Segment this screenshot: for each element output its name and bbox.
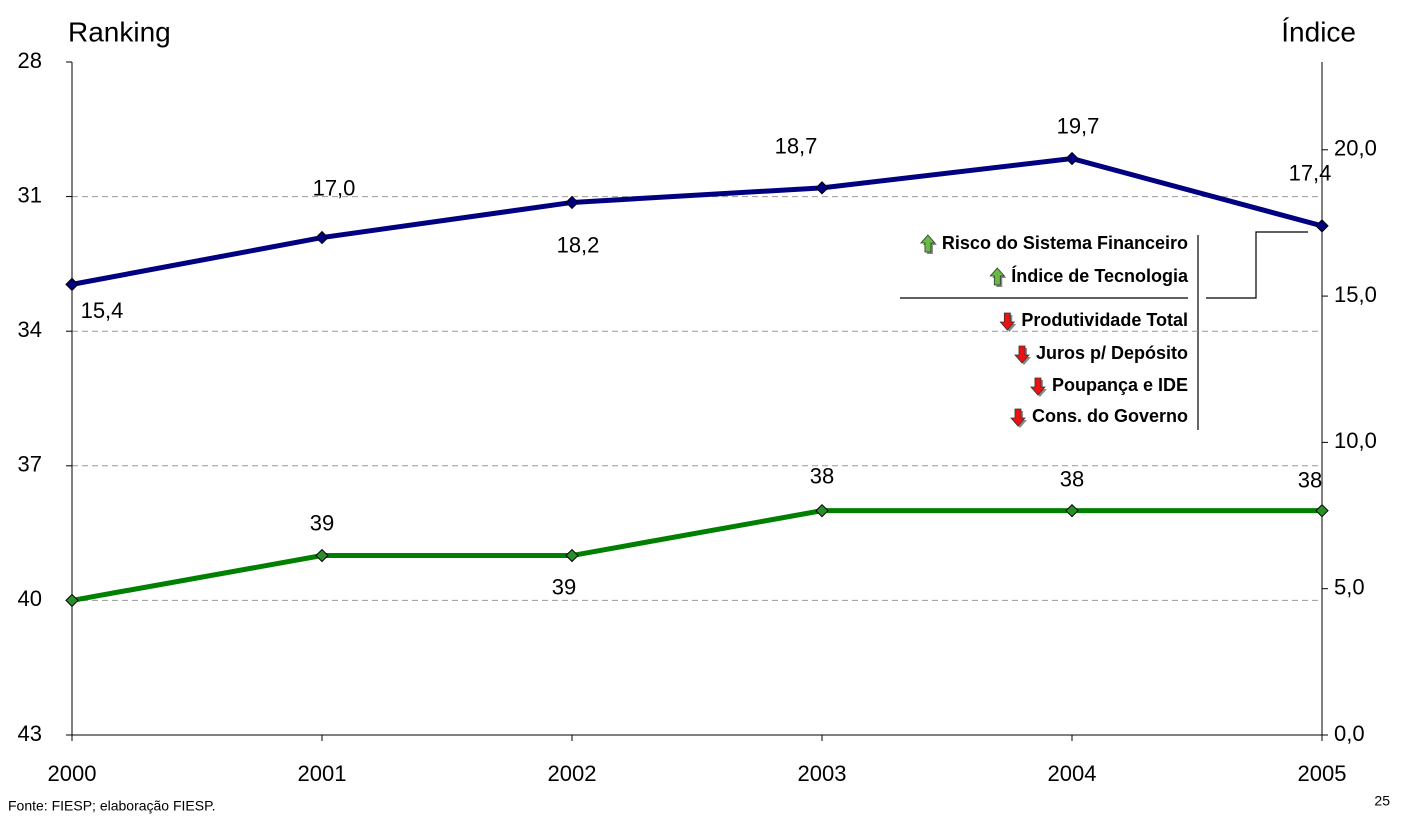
data-point: [565, 195, 579, 210]
annotation: Índice de Tecnologia: [1011, 265, 1189, 286]
data-label: 18,7: [775, 134, 818, 159]
data-label: 18,2: [557, 232, 600, 257]
annotation: Produtividade Total: [1021, 310, 1188, 330]
data-label: 39: [552, 574, 576, 599]
data-point: [815, 181, 829, 195]
data-label: 15,4: [81, 298, 124, 323]
data-point: [315, 548, 329, 563]
data-point: [315, 230, 329, 245]
x-tick-label: 2003: [798, 761, 847, 786]
y2-tick-label: 15,0: [1334, 282, 1377, 307]
arrow-down: [1014, 345, 1030, 364]
x-tick-label: 2001: [298, 761, 347, 786]
y-tick-label: 37: [18, 452, 42, 477]
source: Fonte: FIESP; elaboração FIESP.: [8, 798, 216, 814]
annotation-connector: [1206, 231, 1308, 299]
y2-tick-label: 0,0: [1334, 721, 1365, 746]
data-point: [1315, 503, 1329, 518]
data-point: [815, 503, 829, 518]
data-label: 19,7: [1057, 113, 1100, 138]
data-label: 38: [1298, 467, 1322, 492]
arrow-down: [1010, 408, 1026, 427]
data-label: 17,4: [1289, 161, 1332, 186]
arrow-up: [920, 234, 936, 253]
series-line: [71, 508, 1322, 603]
annotation: Risco do Sistema Financeiro: [942, 233, 1188, 253]
x-tick-label: 2004: [1048, 761, 1097, 786]
y-axis-title: Ranking: [68, 16, 171, 47]
y-tick-label: 28: [18, 48, 42, 73]
arrow-up: [989, 267, 1006, 286]
y2-tick-label: 5,0: [1334, 575, 1365, 600]
data-point: [65, 277, 79, 292]
arrow-down: [999, 312, 1016, 331]
data-label: 38: [810, 463, 834, 488]
series-line: [71, 156, 1323, 287]
x-tick-label: 2002: [548, 761, 597, 786]
annotation: Cons. do Governo: [1032, 406, 1188, 426]
data-point: [1065, 151, 1079, 166]
y-tick-label: 34: [18, 317, 42, 342]
y2-tick-label: 20,0: [1334, 136, 1377, 161]
data-point: [1315, 219, 1329, 233]
y2-axis-title: Índice: [1281, 16, 1356, 47]
annotation: Juros p/ Depósito: [1036, 343, 1188, 363]
data-point: [1065, 503, 1079, 518]
x-tick-label: 2005: [1298, 761, 1347, 786]
data-point: [565, 548, 579, 563]
data-label: 38: [1060, 466, 1084, 491]
data-point: [65, 593, 79, 608]
data-label: 17,0: [313, 175, 356, 200]
y-tick-label: 40: [18, 586, 42, 611]
y2-tick-label: 10,0: [1334, 428, 1377, 453]
arrow-down: [1030, 377, 1046, 396]
data-label: 39: [310, 510, 334, 535]
page-number: 25: [1374, 793, 1390, 809]
y-tick-label: 43: [18, 721, 42, 746]
y-tick-label: 31: [18, 182, 42, 207]
x-tick-label: 2000: [48, 761, 97, 786]
annotation: Poupança e IDE: [1052, 375, 1188, 395]
